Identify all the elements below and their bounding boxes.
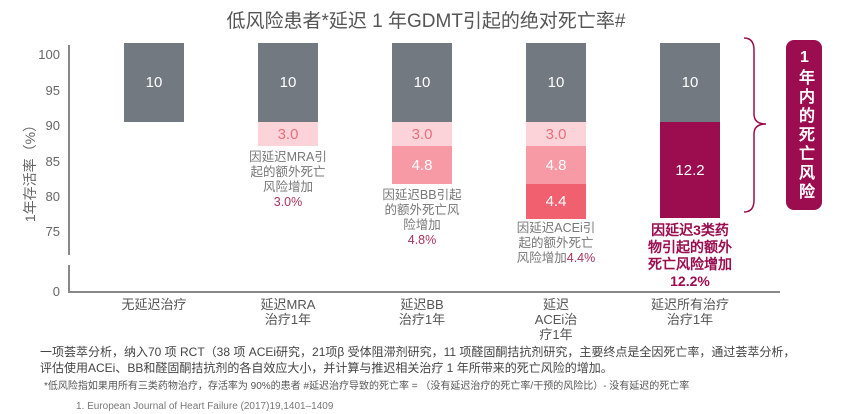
bar-segment: 10 xyxy=(392,43,452,122)
brace-icon xyxy=(743,37,767,213)
y-axis-lower xyxy=(68,265,70,293)
y-axis-upper xyxy=(68,45,70,255)
bar-segment: 4.4 xyxy=(526,184,586,219)
bar-segment: 3.0 xyxy=(526,122,586,146)
x-tick-label: 无延迟治疗 xyxy=(121,297,187,312)
x-tick-label: 延迟MRA 治疗1年 xyxy=(260,297,316,327)
bar-segment: 12.2 xyxy=(660,122,720,218)
x-tick-label: 延迟所有治疗 治疗1年 xyxy=(650,297,729,327)
reference: 1. European Journal of Heart Failure (20… xyxy=(76,401,334,412)
bar-segment: 10 xyxy=(526,43,586,122)
footer-line-2: 评估使用ACEi、BB和醛固酮拮抗剂的各自效应大小，并计算与推迟相关治疗 1 年… xyxy=(40,361,613,375)
bar-segment: 3.0 xyxy=(258,122,318,146)
bar-annotation: 因延迟MRA引 起的额外死亡 风险增加 3.0% xyxy=(249,150,327,209)
y-tick-label: 75 xyxy=(45,224,60,239)
bar-annotation: 因延迟BB引起 的额外死亡风 险增加 4.8% xyxy=(382,188,462,247)
bar-segment: 10 xyxy=(124,43,184,122)
bar-annotation: 因延迟ACEi引 起的额外死亡 风险增加4.4% xyxy=(516,221,596,265)
y-tick-label: 85 xyxy=(45,154,60,169)
chart-title: 低风险患者*延迟 1 年GDMT引起的绝对死亡率# xyxy=(226,11,626,32)
mortality-risk-badge-text: 1年内的死亡风险 xyxy=(796,48,813,202)
y-tick-label: 80 xyxy=(45,189,60,204)
footer-line-1: 一项荟萃分析，纳入70 项 RCT（38 项 ACEi研究，21项β 受体阻滞剂… xyxy=(40,345,796,359)
x-tick-label: 延迟 ACEi治 疗1年 xyxy=(534,297,578,342)
bar-annotation: 因延迟3类药 物引起的额外 死亡风险增加 12.2% xyxy=(648,222,732,289)
bar-segment: 3.0 xyxy=(392,122,452,146)
y-tick-label: 0 xyxy=(52,284,60,299)
x-axis xyxy=(68,291,780,293)
bar-segment: 10 xyxy=(258,43,318,122)
bar-segment: 4.8 xyxy=(526,146,586,184)
y-tick-label: 95 xyxy=(45,83,60,98)
bar-segment: 4.8 xyxy=(392,146,452,184)
x-tick-label: 延迟BB 治疗1年 xyxy=(398,297,446,327)
mortality-risk-badge: 1年内的死亡风险 xyxy=(786,40,822,210)
y-tick-label: 100 xyxy=(38,47,60,62)
bar-segment: 10 xyxy=(660,43,720,122)
footnote: *低风险指如果用所有三类药物治疗，存活率为 90%的患者 #延迟治疗导致的死亡率… xyxy=(44,381,690,392)
y-tick-label: 90 xyxy=(45,118,60,133)
